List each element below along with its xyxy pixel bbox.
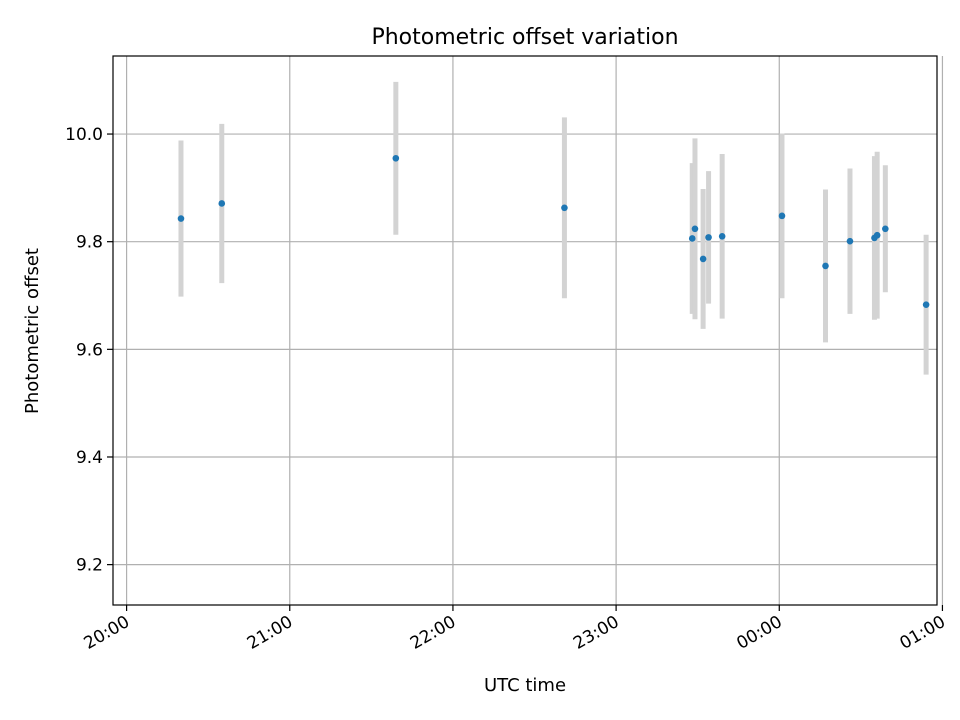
y-tick-label: 9.6 xyxy=(76,340,103,360)
y-tick-label: 9.2 xyxy=(76,556,103,576)
x-tick-label: 23:00 xyxy=(570,612,622,654)
data-point xyxy=(873,231,881,239)
x-tick-label: 20:00 xyxy=(81,612,133,654)
data-point xyxy=(922,301,930,308)
chart-title: Photometric offset variation xyxy=(371,25,678,50)
data-point xyxy=(218,200,226,207)
data-point xyxy=(778,212,786,220)
y-axis-label: Photometric offset xyxy=(22,248,43,414)
grid-lines xyxy=(113,56,944,605)
plot-frame xyxy=(112,55,938,606)
data-point xyxy=(177,215,185,222)
x-tick-label: 21:00 xyxy=(244,612,296,654)
data-point xyxy=(822,262,829,270)
data-point xyxy=(882,225,889,233)
x-tick-label: 00:00 xyxy=(733,612,785,654)
data-point xyxy=(705,234,712,241)
data-point xyxy=(392,154,400,162)
x-tick-label: 22:00 xyxy=(407,612,459,654)
data-point xyxy=(846,237,854,245)
x-axis-label: UTC time xyxy=(484,675,566,696)
data-point xyxy=(561,204,568,212)
data-point xyxy=(718,233,726,240)
error-bars xyxy=(178,81,929,375)
y-tick-label: 10.0 xyxy=(65,125,103,145)
y-axis-ticks: 9.2 9.4 9.6 9.8 10.0 xyxy=(65,125,113,576)
y-tick-label: 9.8 xyxy=(76,233,103,253)
data-point xyxy=(699,255,707,263)
x-axis-ticks: 20:0021:0022:0023:0000:0001:0002:0003:00… xyxy=(81,605,949,654)
x-tick-label: 01:00 xyxy=(897,612,949,654)
y-tick-label: 9.4 xyxy=(76,448,103,468)
data-points xyxy=(177,154,930,308)
data-point xyxy=(688,235,696,242)
data-point xyxy=(691,225,699,233)
